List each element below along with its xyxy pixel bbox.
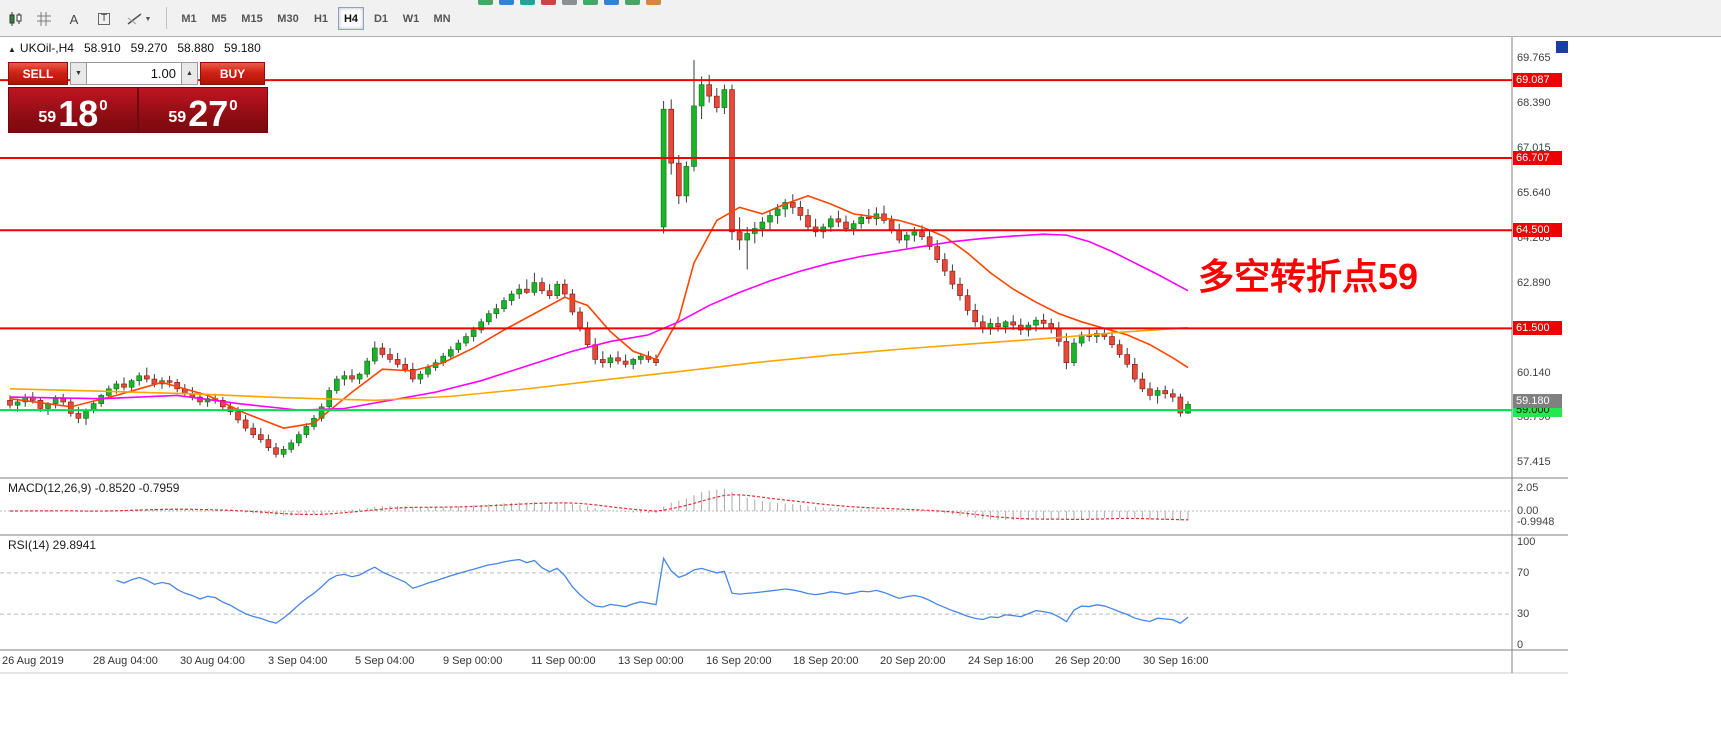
grid-glyph [37, 12, 51, 26]
toolbar-icon-stub[interactable] [478, 0, 493, 5]
timeframe-h1[interactable]: H1 [308, 7, 334, 30]
chart-collapse-icon[interactable]: ▲ [8, 45, 16, 54]
time-axis-label: 16 Sep 20:00 [706, 655, 772, 667]
chevron-down-icon: ▼ [75, 70, 82, 77]
time-axis-label: 11 Sep 00:00 [531, 655, 596, 667]
toolbar-icon-stub[interactable] [583, 0, 598, 5]
ohlc-close: 59.180 [224, 41, 261, 55]
bid-price-prefix: 59 [38, 109, 57, 126]
timeframe-w1[interactable]: W1 [398, 7, 424, 30]
volume-stepper: ▼ 1.00 ▲ [70, 62, 198, 85]
time-axis-label: 26 Sep 20:00 [1055, 655, 1121, 667]
price-level-badge: 61.500 [1513, 321, 1562, 336]
text-box-glyph: T [97, 13, 111, 25]
time-axis-label: 26 Aug 2019 [2, 655, 64, 667]
current-price-badge: 59.180 [1513, 394, 1562, 409]
scroll-end-chip[interactable] [1556, 41, 1568, 53]
price-axis-label: 68.390 [1517, 96, 1551, 109]
ask-price-box[interactable]: 59 27 0 [138, 87, 268, 133]
volume-decrease-button[interactable]: ▼ [70, 62, 87, 85]
toolbar-icon-stub[interactable] [541, 0, 556, 5]
ask-price-pip: 0 [229, 97, 238, 114]
toolbar-icon-stub[interactable] [625, 0, 640, 5]
buy-button[interactable]: BUY [200, 62, 265, 85]
timeframe-m5[interactable]: M5 [206, 7, 232, 30]
sell-button-label: SELL [22, 66, 54, 81]
macd-indicator-label: MACD(12,26,9) -0.8520 -0.7959 [8, 481, 180, 495]
time-axis-label: 30 Sep 16:00 [1143, 655, 1209, 667]
trendline-glyph [127, 13, 141, 25]
bid-price-big: 18 [58, 93, 99, 134]
rsi-axis-label: 70 [1517, 566, 1530, 579]
time-axis-label: 30 Aug 04:00 [180, 655, 245, 667]
toolbar-icon-stub[interactable] [499, 0, 514, 5]
text-label-icon[interactable]: A [62, 7, 86, 31]
chart-header: ▲ UKOil-,H4 58.910 59.270 58.880 59.180 [8, 41, 261, 55]
rsi-axis-label: 0 [1517, 639, 1524, 651]
ohlc-low: 58.880 [177, 41, 215, 55]
price-axis-label: 65.640 [1517, 186, 1551, 199]
volume-input[interactable]: 1.00 [87, 62, 181, 85]
price-level-badge: 66.707 [1513, 151, 1562, 166]
price-level-badge: 64.500 [1513, 223, 1562, 238]
macd-axis-label: -0.9948 [1517, 516, 1555, 529]
time-axis-label: 18 Sep 20:00 [793, 655, 859, 667]
price-axis-label: 69.765 [1517, 52, 1551, 64]
ohlc-high: 59.270 [130, 41, 168, 55]
sell-button[interactable]: SELL [8, 62, 68, 85]
candlestick-glyph [9, 12, 22, 26]
candlestick-chart-icon[interactable] [4, 7, 28, 31]
time-axis-label: 28 Aug 04:00 [93, 655, 158, 667]
price-axis-label: 62.890 [1517, 276, 1551, 289]
time-axis-label: 9 Sep 00:00 [443, 655, 503, 667]
chart-symbol-period: UKOil-,H4 [19, 41, 74, 55]
rsi-axis-label: 30 [1517, 608, 1530, 621]
chart-annotation-text: 多空转折点59 [1198, 256, 1419, 297]
volume-increase-button[interactable]: ▲ [181, 62, 198, 85]
toolbar-icon-stub[interactable] [646, 0, 661, 5]
toolbar-separator [166, 7, 167, 29]
macd-axis-label: 2.05 [1517, 481, 1539, 494]
line-studies-icon[interactable]: ▼ [122, 7, 156, 31]
bid-price-box[interactable]: 59 18 0 [8, 87, 138, 133]
toolbar-icon-stub[interactable] [520, 0, 535, 5]
toolbar-icon-stub[interactable] [604, 0, 619, 5]
grid-icon[interactable] [32, 7, 56, 31]
timeframe-h4[interactable]: H4 [338, 7, 364, 30]
chevron-down-icon: ▼ [144, 15, 152, 23]
price-axis-label: 60.140 [1517, 366, 1551, 379]
main-toolbar: A T ▼ M1 M5 M15 M30 H1 H4 D1 W1 MN [0, 0, 1721, 37]
price-level-badge: 69.087 [1513, 73, 1562, 88]
time-axis-label: 13 Sep 00:00 [618, 655, 684, 667]
time-axis-label: 3 Sep 04:00 [268, 655, 328, 667]
price-axis-label: 67.015 [1517, 141, 1551, 154]
rsi-axis-label: 100 [1517, 536, 1536, 548]
text-label-glyph: A [69, 11, 79, 27]
timeframe-d1[interactable]: D1 [368, 7, 394, 30]
timeframe-m30[interactable]: M30 [272, 7, 304, 30]
macd-axis-label: 0.00 [1517, 505, 1539, 517]
timeframe-m15[interactable]: M15 [236, 7, 268, 30]
price-axis-label: 57.415 [1517, 455, 1551, 468]
ask-price-big: 27 [188, 93, 229, 134]
timeframe-m1[interactable]: M1 [176, 7, 202, 30]
toolbar-icon-stub[interactable] [562, 0, 577, 5]
text-box-icon[interactable]: T [92, 7, 116, 31]
time-axis-label: 24 Sep 16:00 [968, 655, 1034, 667]
bid-price-pip: 0 [99, 97, 108, 114]
time-axis-label: 20 Sep 20:00 [880, 655, 946, 667]
buy-button-label: BUY [219, 66, 246, 81]
timeframe-mn[interactable]: MN [428, 7, 456, 30]
ask-price-prefix: 59 [168, 109, 187, 126]
chevron-up-icon: ▲ [186, 70, 193, 77]
ohlc-open: 58.910 [83, 41, 121, 55]
time-axis-label: 5 Sep 04:00 [355, 655, 415, 667]
rsi-indicator-label: RSI(14) 29.8941 [8, 538, 97, 552]
